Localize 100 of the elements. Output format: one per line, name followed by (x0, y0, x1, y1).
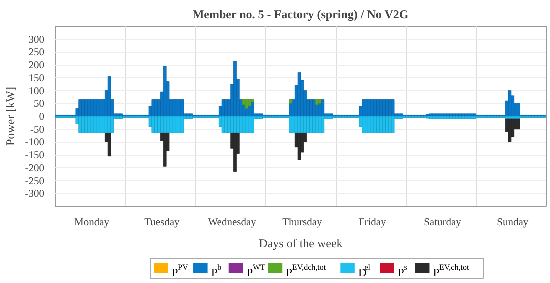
bar (304, 116, 308, 134)
bar (310, 116, 313, 134)
y-tick-label: 300 (28, 34, 44, 46)
bar (256, 116, 260, 120)
bar (446, 116, 450, 120)
bar (152, 116, 156, 134)
bar (172, 116, 176, 134)
bar (178, 116, 182, 134)
y-axis-title: Power [kW] (3, 87, 18, 146)
bar (248, 116, 252, 134)
bar (289, 116, 292, 134)
bar (508, 90, 512, 117)
bar (435, 116, 439, 120)
chart-title: Member no. 5 - Factory (spring) / No V2G (192, 8, 409, 22)
bar (376, 116, 380, 134)
y-tick-label: -50 (30, 124, 45, 136)
bar (96, 116, 100, 134)
x-tick-label: Saturday (424, 218, 462, 228)
bar (166, 116, 170, 134)
bar (362, 116, 366, 134)
bar (163, 133, 167, 167)
bar (175, 116, 178, 134)
bar (452, 116, 456, 120)
bar (397, 116, 401, 120)
bar (242, 100, 246, 106)
y-tick-label: -100 (25, 138, 45, 149)
bar (102, 116, 106, 134)
bar (104, 116, 108, 134)
bar (116, 116, 120, 120)
bar (236, 116, 240, 134)
bar (289, 100, 292, 104)
bar (251, 102, 254, 117)
bar (368, 116, 372, 134)
bar (450, 116, 454, 120)
bar (462, 116, 465, 120)
bar (464, 116, 468, 120)
bar (391, 116, 395, 134)
bar (248, 100, 252, 106)
bar (154, 116, 158, 134)
y-tick-label: -200 (25, 163, 45, 174)
bar (382, 116, 386, 134)
bar (99, 116, 102, 134)
bar (228, 116, 232, 134)
bar (234, 116, 237, 134)
bar (186, 116, 190, 120)
x-tick-label: Monday (74, 218, 110, 228)
bar (108, 76, 112, 117)
bar (242, 116, 246, 134)
bar (108, 133, 112, 157)
bar (315, 100, 319, 106)
bar (160, 116, 164, 134)
bar (300, 116, 304, 134)
bar (391, 100, 395, 117)
bar (224, 116, 228, 134)
bar (180, 116, 184, 134)
y-tick-label: 250 (28, 48, 44, 59)
bar (120, 116, 123, 120)
bar (365, 116, 368, 134)
bar (386, 116, 389, 134)
bar (400, 116, 404, 120)
bar (169, 116, 173, 134)
bar (306, 116, 310, 134)
bar (245, 100, 249, 109)
bar (380, 116, 384, 134)
bar (234, 61, 237, 117)
y-tick-label: 150 (28, 73, 44, 84)
bar (517, 118, 520, 130)
y-tick-label: -250 (25, 176, 45, 188)
bar (180, 100, 184, 117)
bar (470, 116, 474, 120)
bar (260, 116, 264, 120)
bar (78, 116, 82, 134)
bar (432, 116, 436, 120)
bar (444, 116, 448, 120)
bar (251, 100, 254, 103)
x-tick-label: Sunday (497, 218, 530, 228)
bar (318, 116, 322, 134)
bar (473, 116, 477, 120)
bar (321, 100, 325, 117)
bar (312, 116, 316, 134)
bar (82, 116, 85, 134)
y-tick-label: -150 (25, 150, 45, 162)
bar (508, 118, 512, 142)
bar (330, 116, 334, 120)
bar (245, 116, 249, 134)
x-tick-label: Thursday (282, 218, 324, 228)
bar (234, 133, 237, 172)
x-axis-title: Days of the week (259, 236, 343, 250)
bar (517, 103, 520, 117)
bar (93, 116, 97, 134)
bar (467, 116, 471, 120)
bar (429, 116, 433, 120)
bar (441, 116, 444, 120)
bar (90, 116, 94, 134)
y-tick-label: -300 (25, 189, 45, 200)
x-tick-label: Wednesday (208, 218, 258, 228)
bar (251, 116, 254, 134)
y-tick-label: 100 (28, 86, 44, 98)
bar (438, 116, 442, 120)
bar (388, 116, 392, 134)
